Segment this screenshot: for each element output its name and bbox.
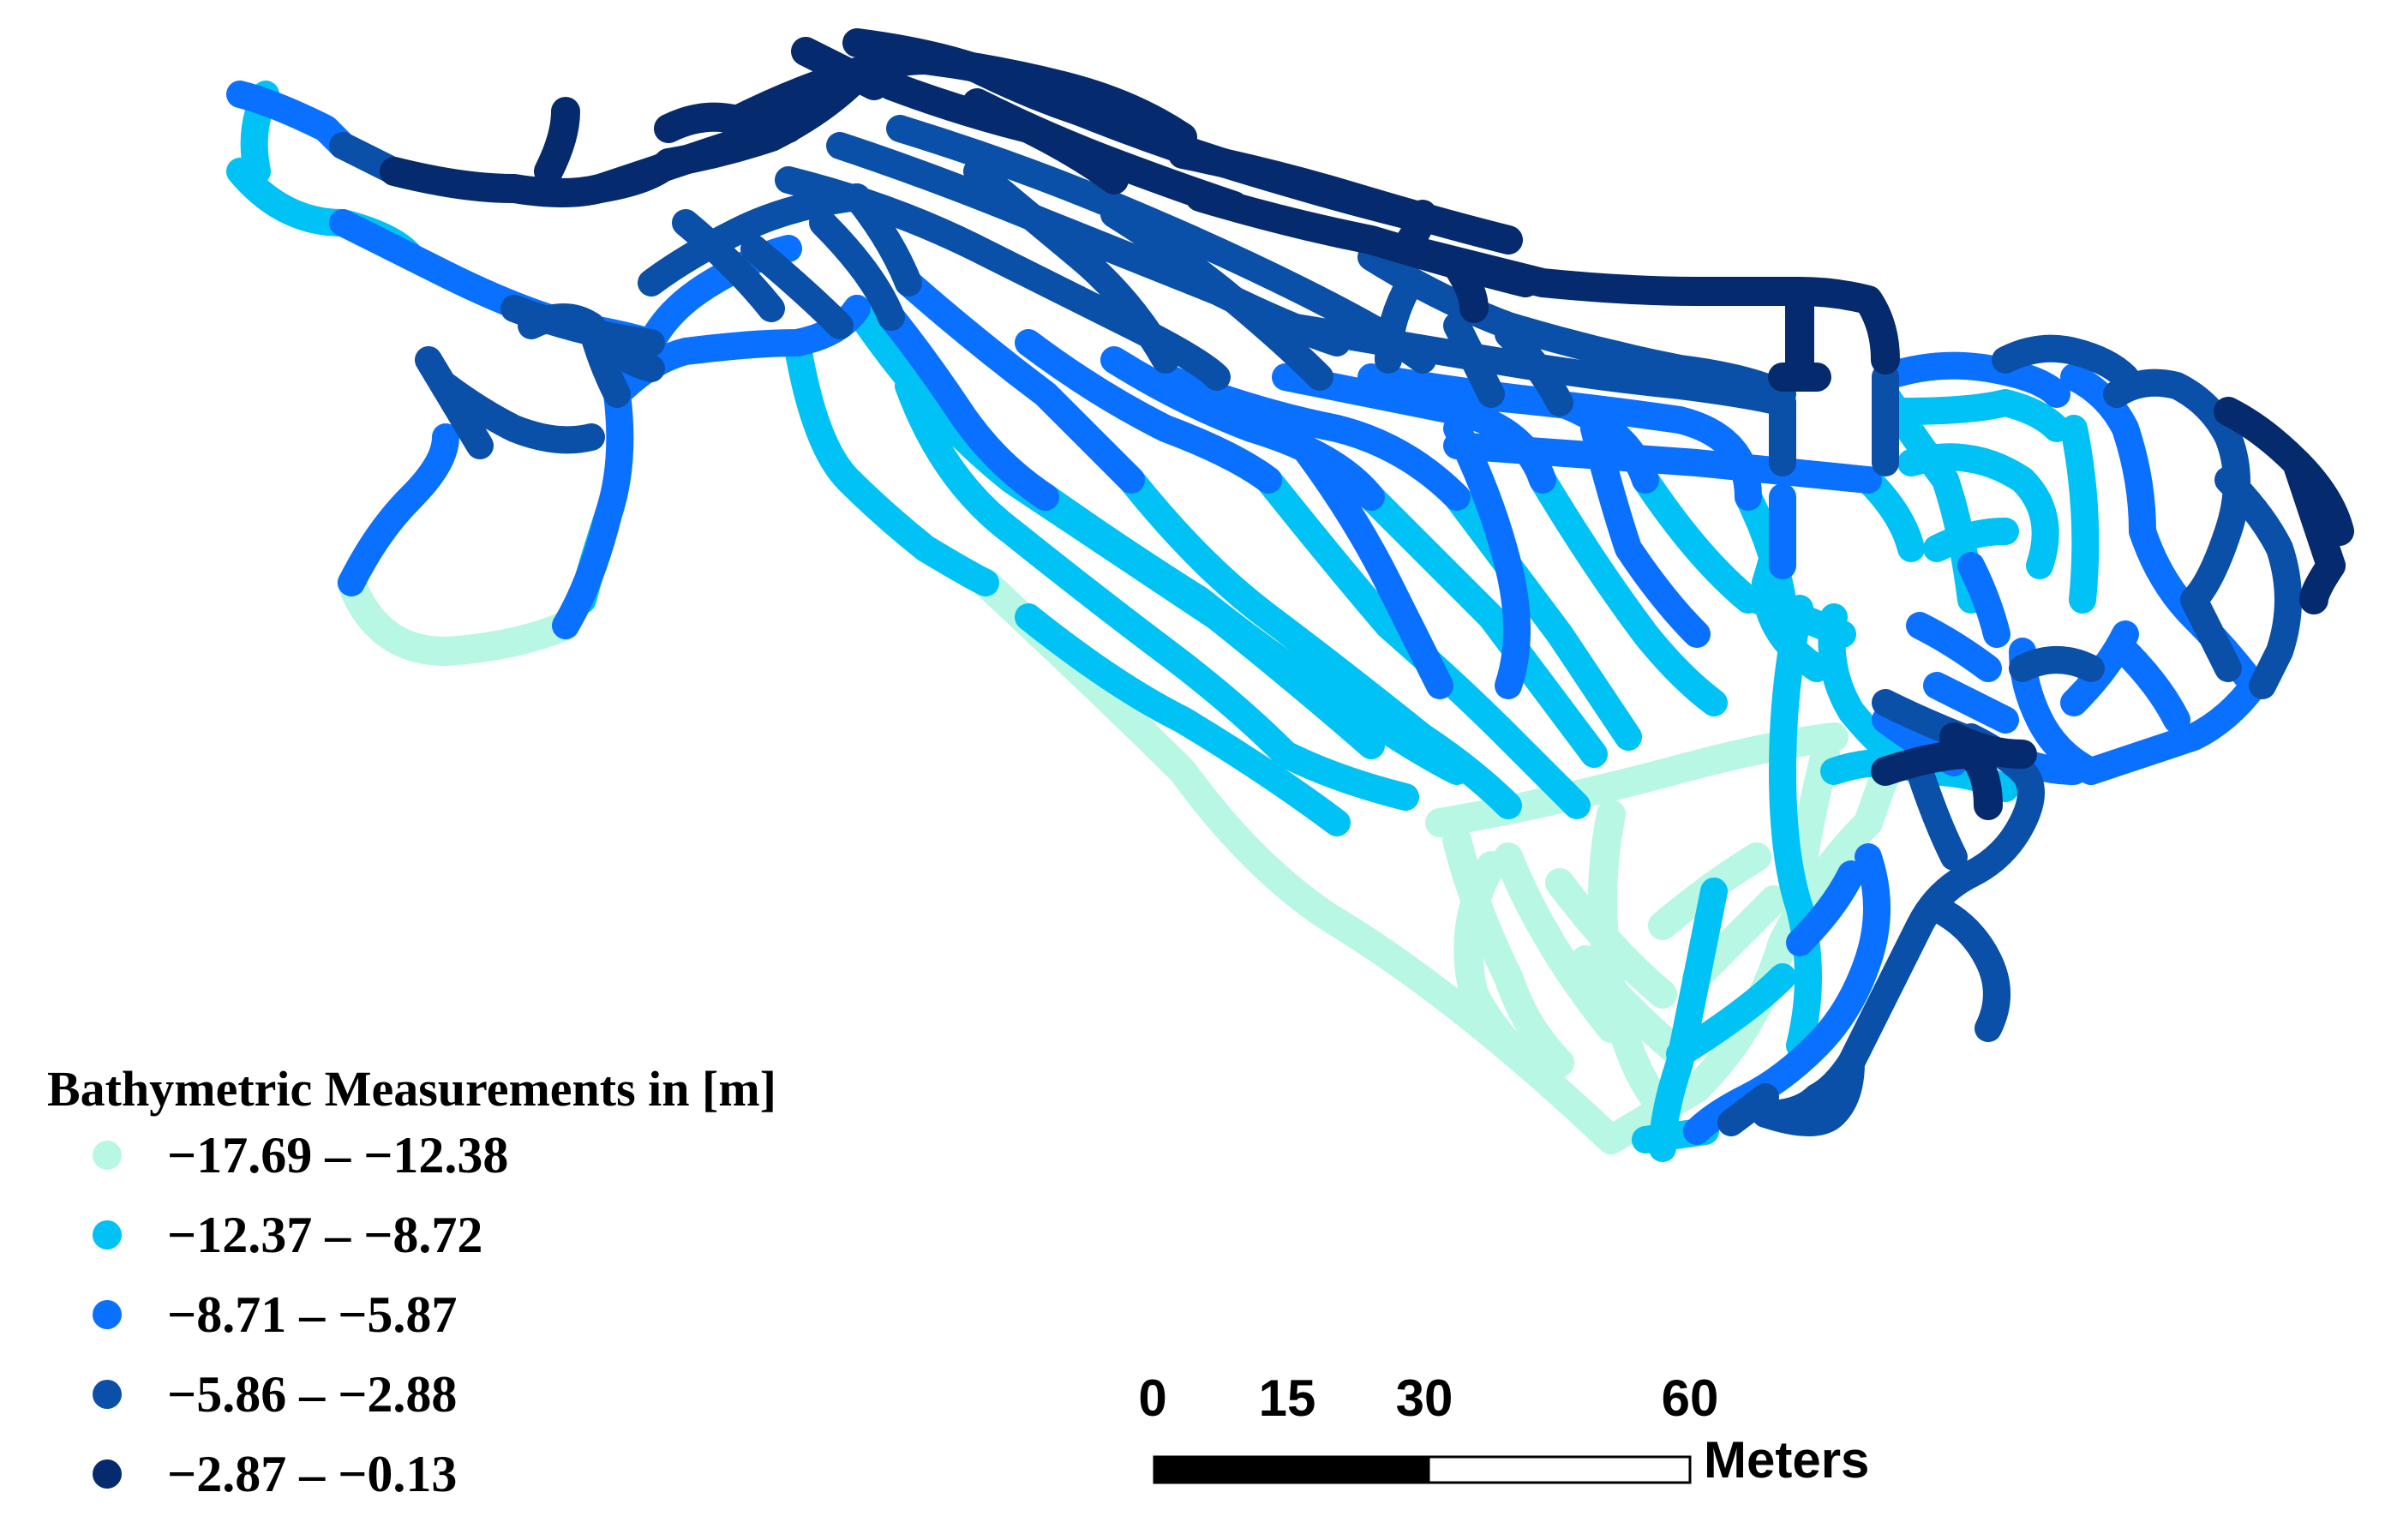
map-legend: Bathymetric Measurements in [m] −17.69 –… [47,1061,776,1502]
legend-item: −8.71 – −5.87 [93,1286,457,1343]
legend-item: −2.87 – −0.13 [93,1446,457,1502]
survey-tracks-class-5 [380,28,2354,820]
legend-title: Bathymetric Measurements in [m] [47,1061,776,1117]
legend-label: −8.71 – −5.87 [167,1286,457,1343]
legend-label: −12.37 – −8.72 [167,1207,482,1263]
legend-item: −17.69 – −12.38 [93,1127,508,1183]
legend-swatch [93,1141,122,1170]
legend-label: −17.69 – −12.38 [167,1127,508,1183]
scale-tick-label: 30 [1396,1369,1453,1427]
legend-label: −5.86 – −2.88 [167,1366,457,1423]
legend-item: −5.86 – −2.88 [93,1366,457,1423]
legend-swatch [93,1220,122,1249]
scale-tick-label: 0 [1138,1369,1166,1427]
legend-swatch [93,1380,122,1409]
legend-swatch [93,1459,122,1489]
legend-swatch [93,1300,122,1329]
scale-unit: Meters [1704,1431,1869,1489]
scale-tick-label: 60 [1662,1369,1719,1427]
scale-bar-segment-filled [1153,1455,1430,1484]
scale-bar: 0 15 30 60 Meters [1138,1369,1869,1489]
scale-tick-label: 15 [1259,1369,1316,1427]
scale-bar-segment-empty [1427,1455,1692,1484]
legend-item: −12.37 – −8.72 [93,1207,482,1263]
legend-label: −2.87 – −0.13 [167,1446,457,1502]
